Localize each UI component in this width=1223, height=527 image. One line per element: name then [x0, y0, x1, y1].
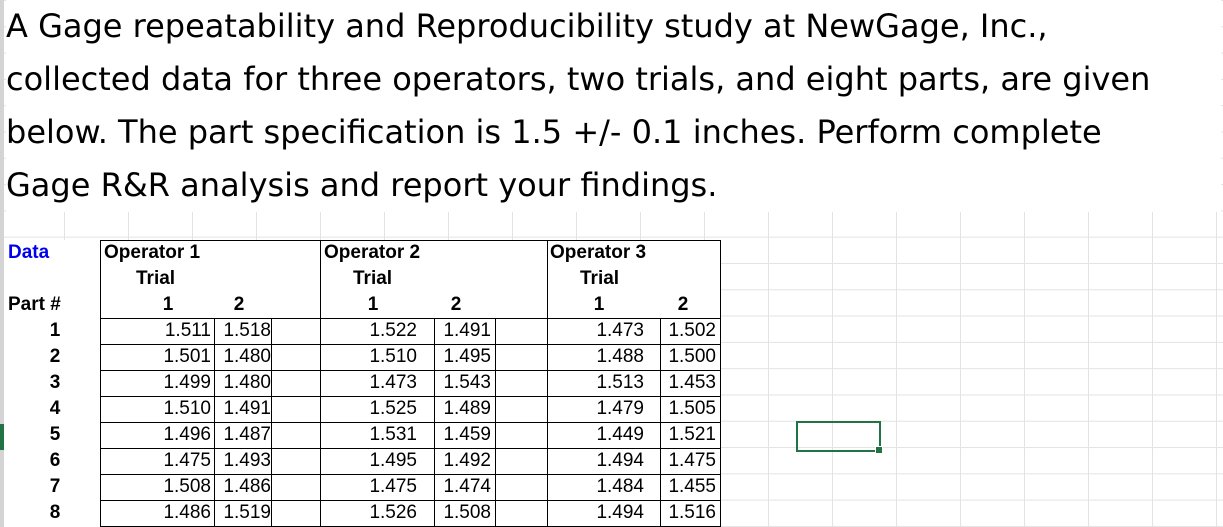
trial-number-5[interactable]: 1: [593, 294, 605, 315]
trial-header-2[interactable]: Trial: [353, 268, 393, 289]
header-bottom-border: [100, 318, 721, 319]
column-border-2: [547, 240, 548, 527]
table-cell[interactable]: 1.486: [223, 476, 271, 497]
part-number-cell[interactable]: 2: [49, 346, 61, 367]
row-header-strip: [0, 0, 4, 527]
table-cell[interactable]: 1.519: [223, 502, 271, 523]
trial-number-6[interactable]: 2: [677, 294, 689, 315]
table-cell[interactable]: 1.516: [668, 502, 716, 523]
table-cell[interactable]: 1.475: [369, 476, 417, 497]
table-cell[interactable]: 1.453: [668, 372, 716, 393]
table-cell[interactable]: 1.489: [443, 398, 491, 419]
table-cell[interactable]: 1.496: [163, 424, 211, 445]
active-cell-selection[interactable]: [796, 421, 883, 454]
problem-line-2: collected data for three operators, two …: [6, 60, 1151, 98]
table-cell[interactable]: 1.526: [369, 502, 417, 523]
table-cell[interactable]: 1.459: [443, 424, 491, 445]
table-cell[interactable]: 1.473: [596, 320, 644, 341]
column-border-3: [720, 240, 721, 527]
table-cell[interactable]: 1.543: [443, 372, 491, 393]
trial-number-3[interactable]: 1: [367, 294, 379, 315]
problem-statement[interactable]: A Gage repeatability and Reproducibility…: [6, 0, 1221, 212]
table-cell[interactable]: 1.494: [596, 450, 644, 471]
table-cell[interactable]: 1.531: [369, 424, 417, 445]
column-border-1: [320, 240, 321, 527]
table-cell[interactable]: 1.491: [223, 398, 271, 419]
row-border-7: [100, 500, 721, 501]
problem-line-4: Gage R&R analysis and report your findin…: [6, 166, 718, 204]
table-cell[interactable]: 1.508: [443, 502, 491, 523]
table-cell[interactable]: 1.521: [668, 424, 716, 445]
trial-number-1[interactable]: 1: [162, 294, 174, 315]
operator-header-3[interactable]: Operator 3: [550, 242, 647, 263]
table-cell[interactable]: 1.501: [163, 346, 211, 367]
table-cell[interactable]: 1.508: [163, 476, 211, 497]
table-background: [4, 240, 721, 527]
part-number-cell[interactable]: 4: [49, 398, 61, 419]
table-cell[interactable]: 1.475: [163, 450, 211, 471]
row-border-1: [100, 344, 721, 345]
table-cell[interactable]: 1.488: [596, 346, 644, 367]
table-cell[interactable]: 1.510: [163, 398, 211, 419]
column-border-0: [100, 240, 101, 527]
table-cell[interactable]: 1.511: [164, 320, 211, 341]
table-cell[interactable]: 1.505: [668, 398, 716, 419]
part-number-cell[interactable]: 6: [49, 450, 61, 471]
row-border-2: [100, 370, 721, 371]
table-cell[interactable]: 1.473: [369, 372, 417, 393]
part-number-header[interactable]: Part #: [8, 294, 61, 315]
table-cell[interactable]: 1.474: [443, 476, 491, 497]
table-cell[interactable]: 1.500: [668, 346, 716, 367]
table-cell[interactable]: 1.492: [443, 450, 491, 471]
trial-header-3[interactable]: Trial: [580, 268, 620, 289]
table-cell[interactable]: 1.493: [223, 450, 271, 471]
trial-header-1[interactable]: Trial: [136, 268, 176, 289]
trial-number-2[interactable]: 2: [233, 294, 245, 315]
table-cell[interactable]: 1.449: [596, 424, 644, 445]
table-cell[interactable]: 1.484: [596, 476, 644, 497]
table-cell[interactable]: 1.479: [596, 398, 644, 419]
table-cell[interactable]: 1.491: [443, 320, 491, 341]
table-cell[interactable]: 1.510: [369, 346, 417, 367]
table-cell[interactable]: 1.518: [223, 320, 271, 341]
table-cell[interactable]: 1.502: [668, 320, 716, 341]
part-number-cell[interactable]: 3: [49, 372, 61, 393]
row-border-5: [100, 448, 721, 449]
table-cell[interactable]: 1.513: [596, 372, 644, 393]
table-cell[interactable]: 1.475: [668, 450, 716, 471]
problem-line-3: below. The part specification is 1.5 +/-…: [6, 113, 1102, 151]
part-number-cell[interactable]: 7: [49, 476, 61, 497]
row-border-3: [100, 396, 721, 397]
problem-line-1: A Gage repeatability and Reproducibility…: [6, 7, 1048, 45]
row-selection-indicator: [0, 424, 4, 450]
table-cell[interactable]: 1.495: [369, 450, 417, 471]
part-number-cell[interactable]: 5: [49, 424, 61, 445]
table-cell[interactable]: 1.455: [668, 476, 716, 497]
operator-header-1[interactable]: Operator 1: [104, 242, 201, 263]
table-cell[interactable]: 1.495: [443, 346, 491, 367]
table-cell[interactable]: 1.487: [223, 424, 271, 445]
operator-header-2[interactable]: Operator 2: [324, 242, 421, 263]
table-cell[interactable]: 1.480: [223, 346, 271, 367]
table-cell[interactable]: 1.486: [163, 502, 211, 523]
data-label[interactable]: Data: [8, 242, 50, 263]
trial-number-4[interactable]: 2: [450, 294, 462, 315]
part-number-cell[interactable]: 8: [49, 502, 61, 523]
table-top-border: [100, 240, 721, 241]
table-cell[interactable]: 1.494: [596, 502, 644, 523]
table-cell[interactable]: 1.522: [369, 320, 417, 341]
part-number-cell[interactable]: 1: [49, 320, 61, 341]
row-border-4: [100, 422, 721, 423]
row-border-6: [100, 474, 721, 475]
fill-handle[interactable]: [875, 446, 883, 454]
table-cell[interactable]: 1.480: [223, 372, 271, 393]
table-cell[interactable]: 1.499: [163, 372, 211, 393]
table-cell[interactable]: 1.525: [369, 398, 417, 419]
